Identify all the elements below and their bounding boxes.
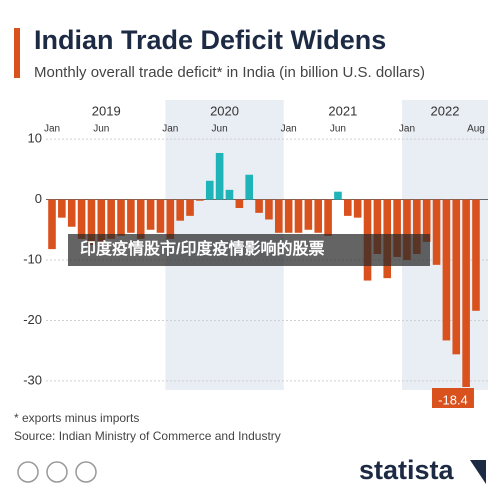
bar: [265, 199, 273, 220]
bar: [166, 199, 175, 239]
bar: [156, 199, 165, 233]
bar: [225, 189, 234, 200]
bar: [136, 199, 145, 239]
overlay-text: 印度疫情股市/印度疫情影响的股票: [80, 239, 324, 258]
bar: [58, 199, 66, 218]
bar: [353, 199, 362, 218]
title-accent: [14, 28, 20, 78]
bar: [314, 199, 323, 233]
chart-subtitle: Monthly overall trade deficit* in India …: [34, 64, 425, 81]
brand-logo: statista: [359, 455, 455, 485]
y-tick-label: -20: [23, 312, 42, 327]
bar: [107, 199, 115, 239]
year-label: 2020: [210, 103, 239, 118]
bar: [97, 199, 106, 242]
bar: [432, 199, 441, 265]
year-label: 2019: [92, 103, 121, 118]
month-label: Jun: [330, 124, 346, 135]
source: Source: Indian Ministry of Commerce and …: [14, 429, 281, 443]
bar: [452, 199, 461, 355]
bar: [48, 199, 56, 250]
bar: [186, 199, 194, 216]
bar: [215, 152, 224, 200]
month-label: Jun: [93, 124, 109, 135]
bar: [294, 199, 303, 233]
value-label: -18.4: [438, 392, 468, 407]
bar: [117, 199, 125, 236]
license-icons: [17, 461, 97, 483]
month-label: Jan: [399, 124, 415, 135]
bar: [324, 199, 332, 236]
month-label: Jan: [281, 124, 297, 135]
bar: [245, 174, 253, 200]
month-label: Jun: [212, 124, 228, 135]
month-label: Jan: [44, 124, 60, 135]
bar: [413, 199, 421, 254]
bar: [462, 199, 470, 387]
bar: [176, 199, 184, 221]
month-label: Aug: [467, 124, 485, 135]
bar: [403, 199, 411, 260]
overlay-banner: [68, 234, 430, 266]
bar: [334, 191, 342, 200]
bar: [373, 199, 382, 254]
bar: [284, 199, 293, 233]
value-label-box: [431, 388, 474, 408]
bar: [146, 199, 155, 230]
year-label: 2022: [431, 103, 460, 118]
bar: [442, 199, 451, 341]
month-label: Jan: [162, 124, 178, 135]
footnote: * exports minus imports: [14, 411, 139, 425]
y-tick-label: 10: [28, 131, 42, 146]
chart-title: Indian Trade Deficit Widens: [34, 25, 386, 55]
y-tick-label: -10: [23, 251, 42, 266]
y-tick-label: -30: [23, 372, 42, 387]
bar: [196, 199, 204, 201]
y-tick-label: 0: [35, 191, 42, 206]
bar: [422, 199, 431, 242]
bar: [393, 199, 401, 257]
bar: [67, 199, 76, 227]
bar: [235, 199, 244, 208]
bar: [255, 199, 263, 213]
bar: [127, 199, 135, 233]
brand-mark: [470, 460, 486, 484]
bar: [344, 199, 352, 216]
bar: [472, 199, 480, 311]
bar: [304, 199, 313, 230]
bar: [77, 199, 86, 239]
bar: [205, 180, 214, 200]
bar: [274, 199, 283, 233]
year-label: 2021: [328, 103, 357, 118]
bar: [87, 199, 96, 245]
